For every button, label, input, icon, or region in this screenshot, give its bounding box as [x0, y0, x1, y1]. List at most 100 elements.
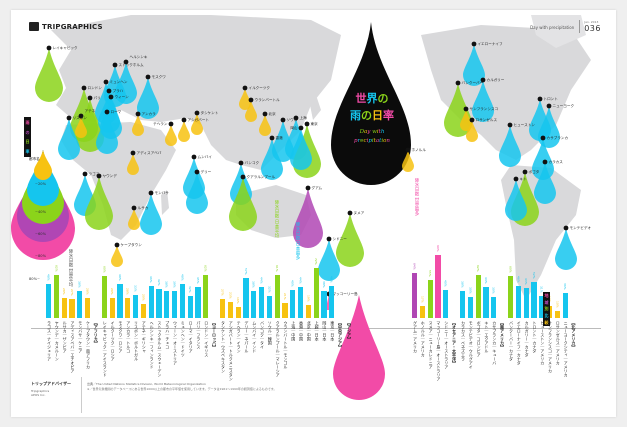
city-marker-icon[interactable] [298, 125, 304, 131]
city-marker-icon[interactable] [82, 171, 88, 177]
city-marker-icon[interactable] [513, 176, 519, 182]
chart-bar[interactable] [46, 284, 52, 318]
chart-bar[interactable] [85, 298, 91, 318]
chart-bar[interactable] [179, 284, 185, 318]
city-marker-icon[interactable] [103, 79, 109, 85]
city-marker-icon[interactable] [87, 95, 93, 101]
city-marker-icon[interactable] [537, 96, 543, 102]
city-marker-icon[interactable] [240, 174, 246, 180]
city-marker-icon[interactable] [546, 103, 552, 109]
chart-bar[interactable] [539, 296, 545, 318]
city-marker-icon[interactable] [563, 225, 569, 231]
chart-bar[interactable] [523, 287, 529, 318]
city-marker-icon[interactable] [280, 117, 286, 123]
city-marker-icon[interactable] [108, 94, 114, 100]
chart-bar[interactable] [274, 275, 280, 318]
city-marker-icon[interactable] [194, 110, 200, 116]
city-marker-icon[interactable] [168, 121, 174, 127]
city-marker-icon[interactable] [194, 169, 200, 175]
chart-bar[interactable] [562, 292, 568, 318]
chart-bar[interactable] [321, 291, 327, 318]
chart-bar[interactable] [69, 299, 75, 318]
chart-bar[interactable] [61, 298, 67, 318]
city-marker-icon[interactable] [123, 59, 129, 65]
chart-bar[interactable] [172, 290, 178, 318]
chart-bar[interactable] [77, 291, 83, 318]
city-marker-icon[interactable] [262, 111, 268, 117]
chart-bar[interactable] [117, 283, 123, 318]
chart-bar[interactable] [427, 279, 433, 318]
chart-bar[interactable] [195, 286, 201, 318]
city-marker-icon[interactable] [131, 205, 137, 211]
city-marker-icon[interactable] [81, 85, 87, 91]
city-marker-icon[interactable] [522, 169, 528, 175]
city-marker-icon[interactable] [469, 117, 475, 123]
chart-bar[interactable] [305, 304, 311, 318]
city-marker-icon[interactable] [305, 185, 311, 191]
chart-bar[interactable] [475, 274, 481, 318]
chart-bar[interactable] [251, 291, 257, 318]
city-marker-icon[interactable] [181, 117, 187, 123]
city-marker-icon[interactable] [242, 85, 248, 91]
city-marker-icon[interactable] [293, 115, 299, 121]
chart-bar[interactable] [531, 281, 537, 318]
city-marker-icon[interactable] [326, 236, 332, 242]
chart-bar[interactable] [419, 306, 425, 318]
city-marker-icon[interactable] [96, 173, 102, 179]
chart-bar[interactable] [443, 290, 449, 318]
city-marker-icon[interactable] [135, 111, 141, 117]
city-marker-icon[interactable] [191, 154, 197, 160]
city-marker-icon[interactable] [463, 106, 469, 112]
chart-bar[interactable] [227, 301, 233, 318]
chart-bar[interactable] [133, 294, 139, 318]
chart-bar[interactable] [259, 287, 265, 318]
chart-bar[interactable] [156, 288, 162, 318]
city-marker-icon[interactable] [148, 190, 154, 196]
city-marker-icon[interactable] [507, 122, 513, 128]
city-marker-icon[interactable] [238, 160, 244, 166]
city-marker-icon[interactable] [455, 80, 461, 86]
city-marker-icon[interactable] [540, 135, 546, 141]
chart-bar[interactable] [467, 297, 473, 318]
city-marker-icon[interactable] [542, 159, 548, 165]
chart-bar[interactable] [164, 291, 170, 318]
chart-bar[interactable] [491, 297, 497, 318]
chart-bar[interactable] [140, 304, 146, 318]
chart-bar[interactable] [298, 287, 304, 318]
city-marker-icon[interactable] [304, 121, 310, 127]
city-marker-icon[interactable] [66, 115, 72, 121]
chart-bar[interactable] [313, 267, 319, 318]
chart-bar[interactable] [483, 287, 489, 318]
city-marker-icon[interactable] [106, 88, 112, 94]
chart-bar[interactable] [203, 274, 209, 318]
city-marker-icon[interactable] [347, 210, 353, 216]
chart-bar[interactable] [235, 306, 241, 318]
city-marker-icon[interactable] [269, 135, 275, 141]
chart-bar[interactable] [515, 285, 521, 318]
city-marker-icon[interactable] [480, 77, 486, 83]
chart-bar[interactable] [435, 255, 441, 318]
chart-bar[interactable] [266, 295, 272, 318]
city-marker-icon[interactable] [104, 109, 110, 115]
chart-bar[interactable] [101, 276, 107, 318]
city-marker-icon[interactable] [471, 41, 477, 47]
chart-bar[interactable] [412, 273, 418, 318]
city-marker-icon[interactable] [405, 147, 411, 153]
city-marker-icon[interactable] [78, 113, 84, 119]
city-marker-icon[interactable] [145, 74, 151, 80]
chart-bar[interactable] [109, 297, 115, 318]
chart-bar[interactable] [187, 295, 193, 318]
chart-bar[interactable] [53, 274, 59, 318]
city-marker-icon[interactable] [130, 150, 136, 156]
chart-bar[interactable] [243, 278, 249, 318]
chart-bar[interactable] [220, 299, 226, 318]
city-marker-icon[interactable] [248, 97, 254, 103]
city-marker-icon[interactable] [112, 62, 118, 68]
chart-bar[interactable] [508, 276, 514, 318]
chart-bar[interactable] [282, 303, 288, 318]
chart-bar[interactable] [290, 290, 296, 318]
chart-bar[interactable] [148, 285, 154, 318]
chart-bar[interactable] [125, 298, 131, 318]
city-marker-icon[interactable] [46, 45, 52, 51]
chart-bar[interactable] [460, 291, 466, 318]
